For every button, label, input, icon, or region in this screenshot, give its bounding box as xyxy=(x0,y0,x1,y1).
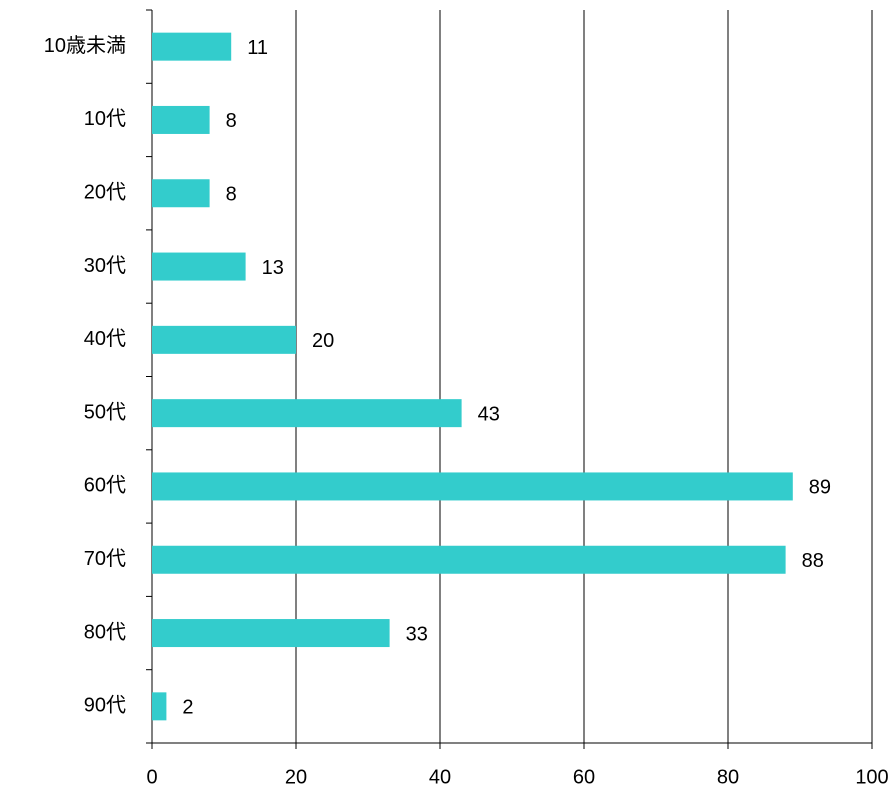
y-tick-label: 70代 xyxy=(84,547,126,570)
bar xyxy=(152,619,390,648)
data-label: 8 xyxy=(226,184,237,206)
bar xyxy=(152,472,793,501)
data-label: 11 xyxy=(247,37,268,59)
x-tick-label: 80 xyxy=(717,766,739,788)
bar xyxy=(152,252,246,281)
bar xyxy=(152,32,232,61)
data-label: 43 xyxy=(478,403,500,425)
y-tick-label: 50代 xyxy=(84,400,126,423)
x-tick-label: 60 xyxy=(573,766,595,788)
data-label: 88 xyxy=(802,550,824,572)
bar xyxy=(152,105,210,134)
bar xyxy=(152,545,786,574)
data-label: 13 xyxy=(262,257,284,279)
x-tick-label: 0 xyxy=(146,766,157,788)
bar xyxy=(152,325,296,354)
bar xyxy=(152,399,462,428)
y-tick-label: 40代 xyxy=(84,327,126,350)
data-label: 20 xyxy=(312,330,334,352)
bar xyxy=(152,179,210,208)
y-tick-label: 10歳未満 xyxy=(44,34,126,57)
data-label: 2 xyxy=(182,697,193,719)
data-label: 33 xyxy=(406,623,428,645)
data-label: 89 xyxy=(809,477,831,499)
y-tick-label: 30代 xyxy=(84,254,126,277)
x-tick-label: 100 xyxy=(855,766,888,788)
data-label: 8 xyxy=(226,110,237,132)
bar xyxy=(152,692,167,721)
y-tick-label: 20代 xyxy=(84,181,126,204)
x-tick-label: 20 xyxy=(285,766,307,788)
y-tick-label: 10代 xyxy=(84,107,126,130)
y-tick-label: 60代 xyxy=(84,474,126,497)
y-tick-label: 80代 xyxy=(84,620,126,643)
y-tick-label: 90代 xyxy=(84,694,126,717)
x-tick-label: 40 xyxy=(429,766,451,788)
